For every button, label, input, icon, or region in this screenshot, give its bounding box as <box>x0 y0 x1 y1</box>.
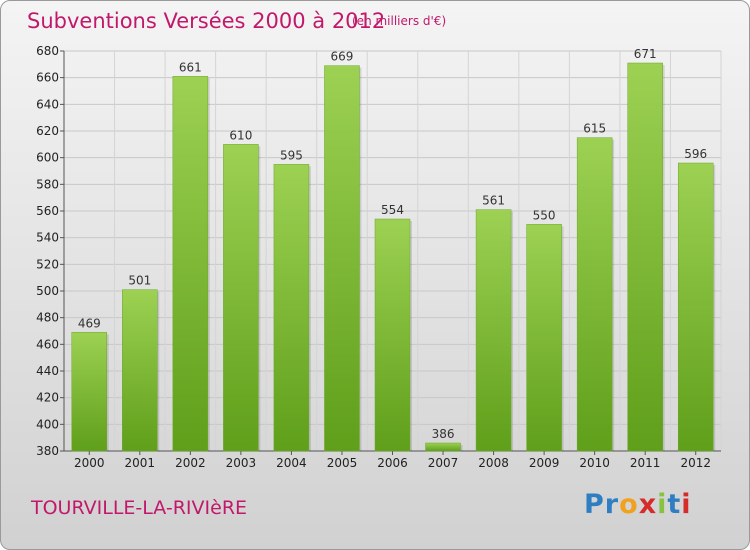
x-tick-label: 2007 <box>428 456 459 470</box>
y-tick-label: 380 <box>36 444 59 458</box>
data-labels: 469 501 661 610 595 669 554 386 561 550 615 671 596 <box>78 47 707 441</box>
chart-unit: (en milliers d'€) <box>352 14 447 28</box>
logo-letter: i <box>657 489 668 520</box>
logo-letter: r <box>604 489 620 520</box>
bar-value-label: 595 <box>280 148 303 162</box>
y-tick-label: 400 <box>36 417 59 431</box>
bar <box>122 289 158 452</box>
x-tick-label: 2010 <box>579 456 610 470</box>
x-tick-label: 2008 <box>478 456 509 470</box>
logo-letter: x <box>638 489 658 520</box>
chart-title: Subventions Versées 2000 à 2012 <box>27 9 386 33</box>
bar-value-label: 671 <box>634 47 657 61</box>
x-tick-label: 2009 <box>529 456 560 470</box>
x-tick-label: 2001 <box>125 456 156 470</box>
bar <box>71 332 108 452</box>
commune-name: TOURVILLE-LA-RIVIèRE <box>31 497 248 519</box>
y-tick-label: 640 <box>36 97 59 111</box>
y-tick-label: 500 <box>36 284 59 298</box>
y-tick-label: 600 <box>36 151 59 165</box>
y-tick-label: 660 <box>36 71 59 85</box>
x-tick-label: 2006 <box>377 456 408 470</box>
bar <box>627 62 663 452</box>
bar <box>677 162 714 452</box>
x-tick-label: 2002 <box>175 456 206 470</box>
y-tick-label: 680 <box>36 44 59 58</box>
x-tick-label: 2005 <box>327 456 358 470</box>
logo-letter: P <box>584 489 605 520</box>
logo-letter: i <box>681 489 692 520</box>
bar-value-label: 469 <box>78 316 101 330</box>
bar <box>425 442 461 452</box>
y-tick-label: 620 <box>36 124 59 138</box>
y-tick-label: 520 <box>36 257 59 271</box>
axes: 380 400 420 440 460 480 500 520 540 560 580 600 620 6… <box>36 44 721 470</box>
y-tick-label: 560 <box>36 204 59 218</box>
x-tick-label: 2004 <box>276 456 307 470</box>
bar-value-label: 554 <box>381 203 404 217</box>
bar-value-label: 501 <box>128 274 151 288</box>
bar <box>475 209 512 452</box>
bar-value-label: 615 <box>583 122 606 136</box>
bars <box>71 62 716 452</box>
bar-value-label: 596 <box>684 147 707 161</box>
bar <box>223 144 259 452</box>
x-tick-label: 2011 <box>630 456 661 470</box>
logo-letter: o <box>619 489 639 520</box>
y-tick-label: 420 <box>36 391 59 405</box>
y-tick-label: 540 <box>36 231 59 245</box>
proxiti-logo: Proxiti <box>584 489 692 520</box>
bar-value-label: 386 <box>432 427 455 441</box>
bar-value-label: 561 <box>482 194 505 208</box>
y-tick-label: 480 <box>36 311 59 325</box>
bar-value-label: 669 <box>331 50 354 64</box>
y-tick-label: 580 <box>36 177 59 191</box>
x-tick-label: 2012 <box>680 456 711 470</box>
bar <box>576 137 613 452</box>
x-tick-label: 2000 <box>74 456 105 470</box>
bar <box>172 76 209 452</box>
bar-value-label: 610 <box>229 128 252 142</box>
y-tick-label: 460 <box>36 337 59 351</box>
bar-value-label: 550 <box>533 208 556 222</box>
x-tick-label: 2003 <box>226 456 257 470</box>
bar <box>526 224 562 452</box>
bar <box>324 65 360 452</box>
bar <box>273 164 310 452</box>
y-tick-label: 440 <box>36 364 59 378</box>
bar <box>374 218 411 452</box>
bar-value-label: 661 <box>179 60 202 74</box>
logo-letter: t <box>667 489 682 520</box>
